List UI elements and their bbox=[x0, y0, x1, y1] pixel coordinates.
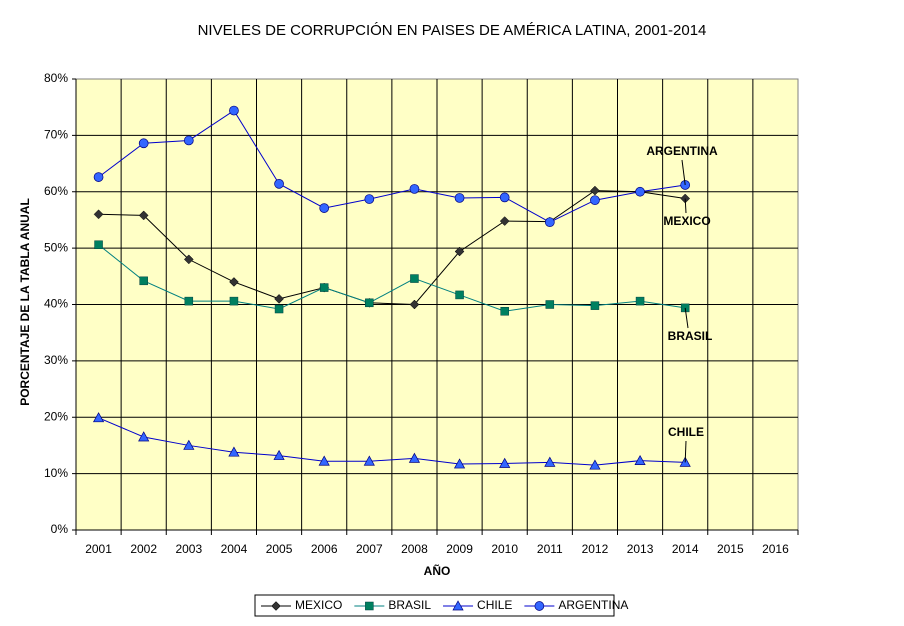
marker bbox=[590, 195, 600, 206]
y-tick-label: 50% bbox=[44, 240, 68, 254]
x-tick-label: 2009 bbox=[446, 542, 473, 556]
x-tick-label: 2001 bbox=[85, 542, 112, 556]
marker bbox=[271, 601, 281, 611]
annotation-pointer bbox=[684, 440, 687, 463]
series-line bbox=[98, 244, 686, 312]
y-tick-label: 0% bbox=[51, 522, 69, 536]
marker bbox=[183, 254, 194, 265]
x-tick-label: 2015 bbox=[717, 542, 744, 556]
marker bbox=[408, 452, 421, 463]
marker bbox=[499, 457, 511, 468]
x-tick-label: 2005 bbox=[266, 542, 293, 556]
marker bbox=[229, 296, 239, 306]
annotation: ARGENTINA bbox=[646, 144, 718, 158]
chart-title: NIVELES DE CORRUPCIÓN EN PAISES DE AMÉRI… bbox=[198, 22, 707, 39]
marker bbox=[634, 454, 646, 466]
marker bbox=[365, 601, 374, 611]
marker bbox=[635, 186, 645, 197]
marker bbox=[228, 446, 240, 457]
y-tick-label: 20% bbox=[44, 409, 68, 423]
marker bbox=[274, 294, 284, 304]
x-tick-label: 2003 bbox=[175, 542, 202, 556]
marker bbox=[590, 185, 600, 196]
marker bbox=[455, 290, 464, 300]
marker bbox=[184, 296, 194, 306]
marker bbox=[229, 277, 239, 287]
marker bbox=[274, 304, 284, 314]
marker bbox=[500, 307, 509, 316]
marker bbox=[229, 105, 239, 116]
marker bbox=[94, 240, 103, 249]
marker bbox=[138, 431, 150, 442]
y-axis-label: PORCENTAJE DE LA TABLA ANUAL bbox=[18, 198, 32, 406]
marker bbox=[274, 179, 284, 189]
marker bbox=[138, 210, 149, 221]
x-tick-label: 2013 bbox=[627, 542, 654, 556]
marker bbox=[635, 296, 645, 306]
x-tick-label: 2004 bbox=[221, 542, 248, 556]
legend-label: CHILE bbox=[477, 598, 512, 612]
marker bbox=[139, 276, 148, 286]
marker bbox=[363, 455, 375, 466]
marker bbox=[409, 184, 420, 194]
marker bbox=[544, 217, 555, 228]
x-tick-label: 2007 bbox=[356, 542, 383, 556]
x-tick-label: 2011 bbox=[537, 542, 563, 556]
marker bbox=[454, 246, 465, 257]
x-tick-label: 2016 bbox=[762, 542, 789, 556]
x-tick-label: 2012 bbox=[582, 542, 609, 556]
legend-label: ARGENTINA bbox=[558, 598, 628, 612]
y-tick-label: 80% bbox=[44, 71, 68, 85]
marker bbox=[138, 138, 149, 149]
marker bbox=[534, 601, 545, 611]
x-tick-label: 2014 bbox=[672, 542, 699, 556]
marker bbox=[452, 600, 464, 611]
marker bbox=[92, 412, 105, 423]
marker bbox=[454, 193, 465, 203]
legend-label: MEXICO bbox=[295, 598, 342, 612]
series-line bbox=[98, 109, 686, 223]
marker bbox=[590, 301, 600, 310]
y-tick-label: 40% bbox=[44, 297, 68, 311]
series-line bbox=[98, 190, 686, 306]
annotation-pointer bbox=[681, 159, 686, 186]
marker bbox=[589, 459, 601, 470]
marker bbox=[183, 439, 195, 450]
marker bbox=[319, 203, 330, 213]
marker bbox=[318, 455, 330, 466]
x-tick-label: 2002 bbox=[130, 542, 157, 556]
y-tick-label: 60% bbox=[44, 184, 68, 198]
marker bbox=[93, 172, 104, 182]
marker bbox=[364, 194, 375, 204]
x-axis-label: AÑO bbox=[424, 563, 451, 578]
y-tick-label: 30% bbox=[44, 353, 68, 367]
y-tick-label: 10% bbox=[44, 466, 68, 480]
marker bbox=[183, 135, 194, 146]
annotation: CHILE bbox=[668, 425, 704, 439]
x-tick-label: 2010 bbox=[491, 542, 518, 556]
marker bbox=[410, 274, 419, 283]
marker bbox=[93, 209, 104, 220]
series-line bbox=[98, 417, 686, 466]
annotation: MEXICO bbox=[663, 214, 710, 228]
marker bbox=[319, 283, 329, 292]
legend-box bbox=[254, 594, 615, 617]
marker bbox=[273, 449, 285, 460]
marker bbox=[544, 456, 556, 467]
x-tick-label: 2008 bbox=[401, 542, 428, 556]
legend-label: BRASIL bbox=[388, 598, 431, 612]
marker bbox=[499, 192, 510, 203]
marker bbox=[545, 300, 555, 309]
annotation-pointer bbox=[684, 198, 687, 214]
annotation-pointer bbox=[684, 307, 689, 329]
marker bbox=[453, 458, 466, 469]
annotation: BRASIL bbox=[668, 329, 713, 343]
x-tick-label: 2006 bbox=[311, 542, 338, 556]
marker bbox=[365, 298, 374, 308]
marker bbox=[499, 216, 510, 226]
marker bbox=[409, 299, 420, 310]
y-tick-label: 70% bbox=[44, 128, 68, 142]
